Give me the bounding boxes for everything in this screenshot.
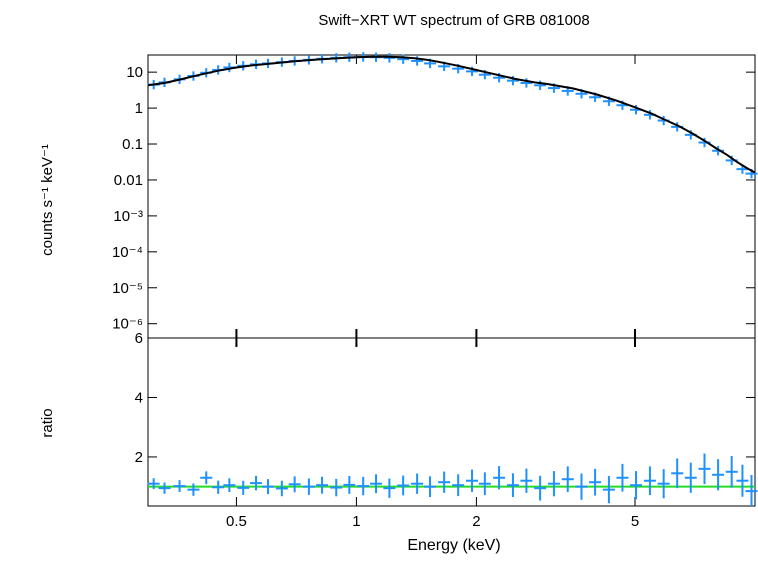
ratio-y-tick-label: 4 bbox=[135, 389, 143, 406]
ratio-y-axis-label: ratio bbox=[39, 408, 56, 437]
spectrum-y-ticks: 10 1 0.1 0.01 10⁻³ 10⁻⁴ 10⁻⁵ 10⁻⁶ bbox=[112, 64, 755, 333]
x-tick-label: 0.5 bbox=[226, 513, 247, 530]
x-tick-label: 1 bbox=[352, 513, 360, 530]
x-tick-label: 5 bbox=[631, 513, 639, 530]
x-axis-ticks: 0.5 1 2 5 bbox=[226, 55, 639, 530]
spectrum-y-tick-label: 10 bbox=[126, 64, 143, 81]
x-tick-label: 2 bbox=[472, 513, 480, 530]
spectrum-y-tick-label: 0.1 bbox=[122, 136, 143, 153]
spectrum-y-tick-label: 10⁻⁶ bbox=[112, 316, 143, 333]
ratio-panel-frame bbox=[147, 337, 756, 507]
ratio-y-tick-label: 6 bbox=[135, 330, 143, 347]
spectrum-data-series bbox=[147, 52, 758, 179]
ratio-y-ticks: 2 4 6 bbox=[135, 330, 755, 466]
spectrum-y-tick-label: 1 bbox=[135, 100, 143, 117]
spectrum-y-axis-label: counts s⁻¹ keV⁻¹ bbox=[39, 144, 56, 256]
chart-title: Swift−XRT WT spectrum of GRB 081008 bbox=[318, 12, 589, 29]
spectrum-model-line bbox=[147, 55, 756, 174]
spectrum-y-tick-label: 0.01 bbox=[114, 172, 143, 189]
spectrum-y-tick-label: 10⁻⁴ bbox=[112, 244, 143, 261]
spectrum-y-tick-label: 10⁻⁵ bbox=[112, 280, 143, 297]
spectrum-panel-frame bbox=[147, 54, 756, 339]
ratio-y-tick-label: 2 bbox=[135, 449, 143, 466]
ratio-data-series bbox=[147, 453, 758, 506]
x-axis-label: Energy (keV) bbox=[407, 537, 500, 554]
spectrum-y-tick-label: 10⁻³ bbox=[113, 208, 143, 225]
